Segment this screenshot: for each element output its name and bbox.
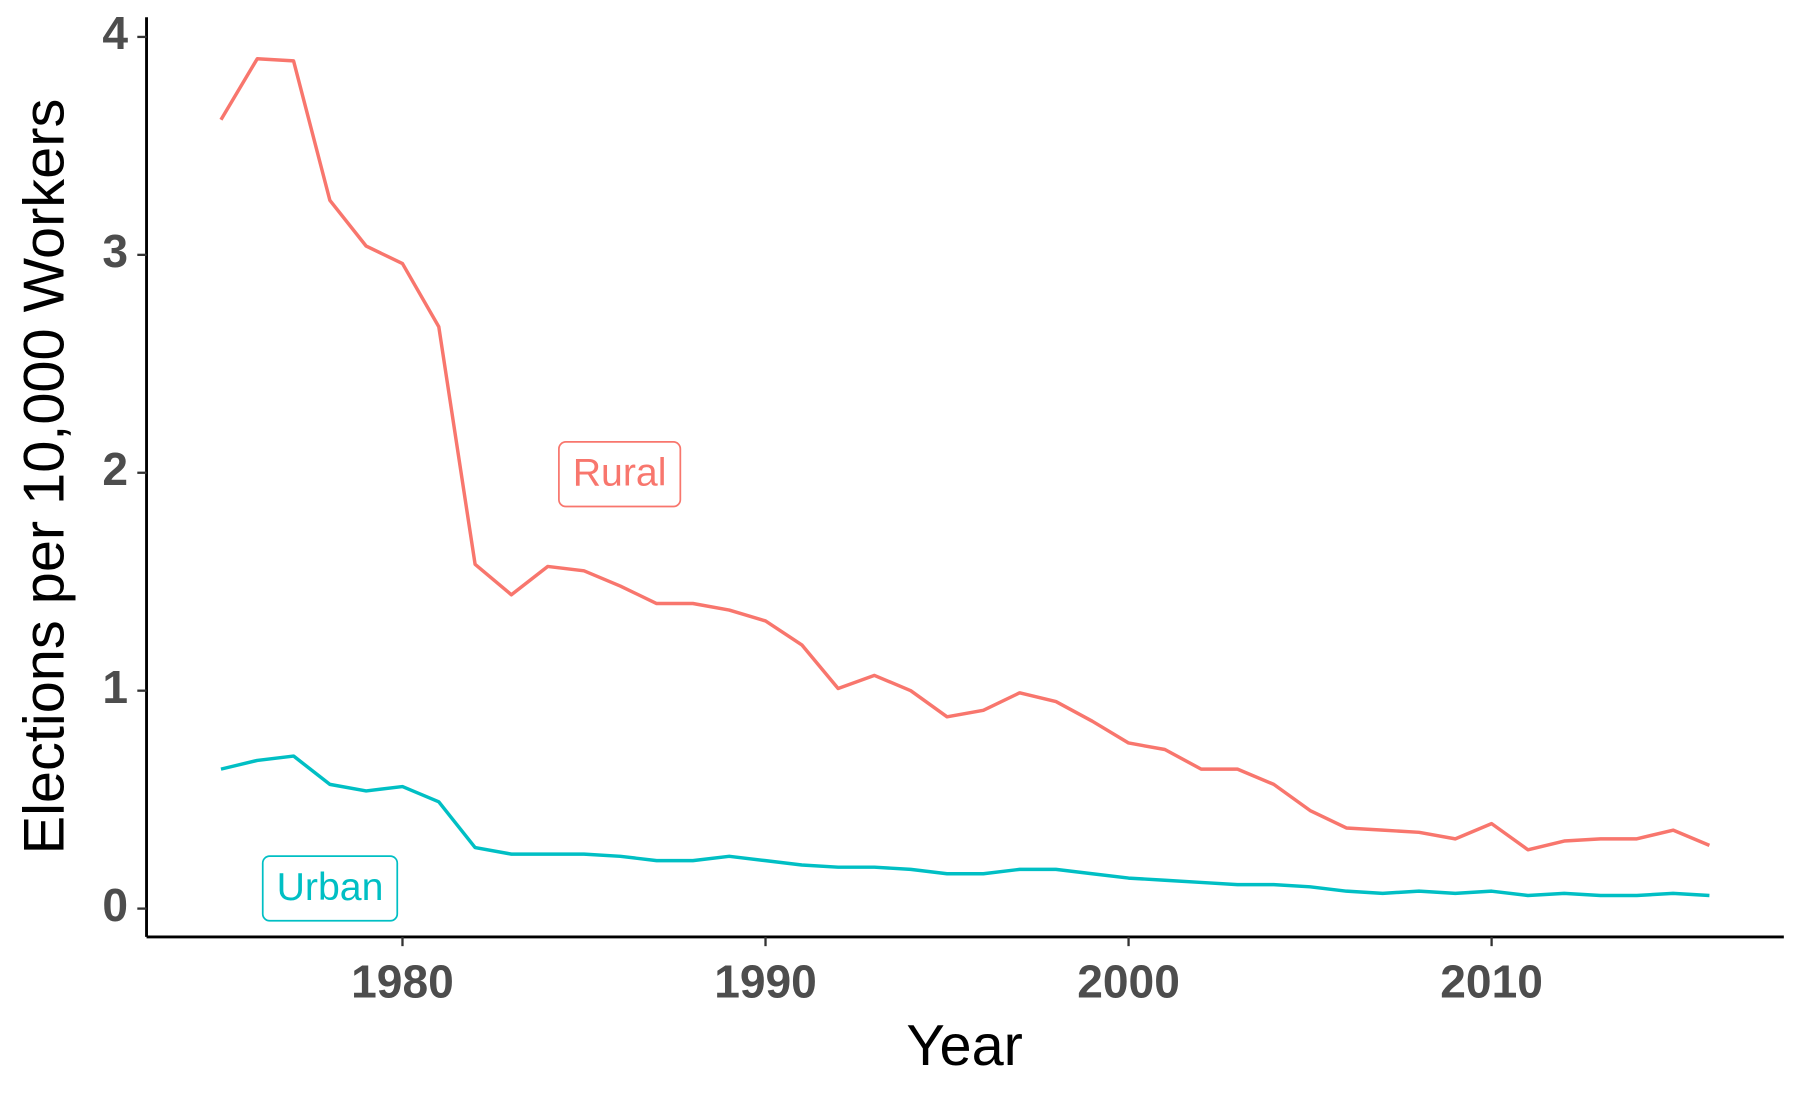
- series-label: Urban: [277, 865, 384, 909]
- x-tick-label: 2000: [1077, 956, 1180, 1008]
- series-label-box: [261, 855, 399, 922]
- series-label-box: [558, 441, 682, 508]
- series-line: [219, 56, 1711, 852]
- y-tick-label: 0: [102, 879, 128, 931]
- y-tick-label: 3: [102, 225, 128, 277]
- x-tick-label: 1980: [351, 956, 454, 1008]
- y-tick-label: 2: [102, 443, 128, 495]
- x-tick-label: 1990: [714, 956, 817, 1008]
- x-axis-title: Year: [906, 1014, 1023, 1078]
- series-label: Rural: [573, 451, 667, 495]
- series-line: [220, 754, 1710, 898]
- y-tick-label: 1: [102, 661, 128, 713]
- x-tick-label: 2010: [1440, 956, 1543, 1008]
- series-label-group: Urban: [261, 855, 399, 922]
- y-axis-title: Elections per 10,000 Workers: [13, 99, 77, 855]
- y-tick-label: 4: [102, 7, 128, 59]
- series-label-group: Rural: [558, 441, 682, 508]
